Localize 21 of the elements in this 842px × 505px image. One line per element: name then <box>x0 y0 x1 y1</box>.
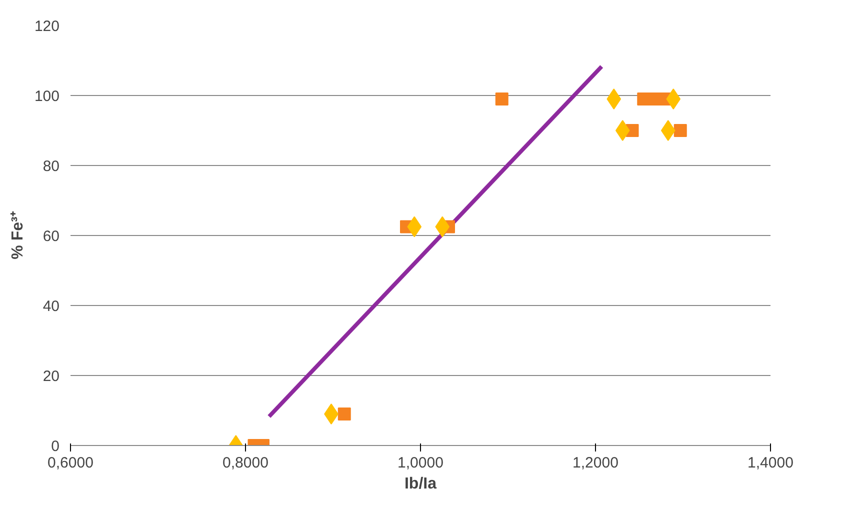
point <box>495 92 508 106</box>
x-axis-title: Ib/Ia <box>404 476 437 492</box>
y-tick-label: 60 <box>42 228 60 245</box>
y-tick-label: 100 <box>34 88 60 105</box>
point <box>660 120 676 141</box>
point <box>615 120 630 141</box>
point <box>666 88 681 110</box>
point <box>338 408 351 420</box>
point <box>606 88 622 110</box>
y-tick-label: 40 <box>42 298 60 315</box>
x-tick-label: 1,4000 <box>748 454 794 472</box>
x-tick-label: 1,2000 <box>572 454 618 472</box>
y-tick-label: 0 <box>51 438 60 455</box>
x-tick-label: 0,8000 <box>222 454 268 472</box>
point <box>674 124 687 137</box>
y-tick-label: 120 <box>34 18 60 35</box>
y-tick-label: 20 <box>42 368 60 385</box>
y-tick-label: 80 <box>42 158 60 175</box>
y-axis-title: % Fe³⁺ <box>9 210 26 260</box>
x-tick-label: 1,0000 <box>398 454 444 472</box>
x-tick-label: 0,6000 <box>48 454 94 472</box>
